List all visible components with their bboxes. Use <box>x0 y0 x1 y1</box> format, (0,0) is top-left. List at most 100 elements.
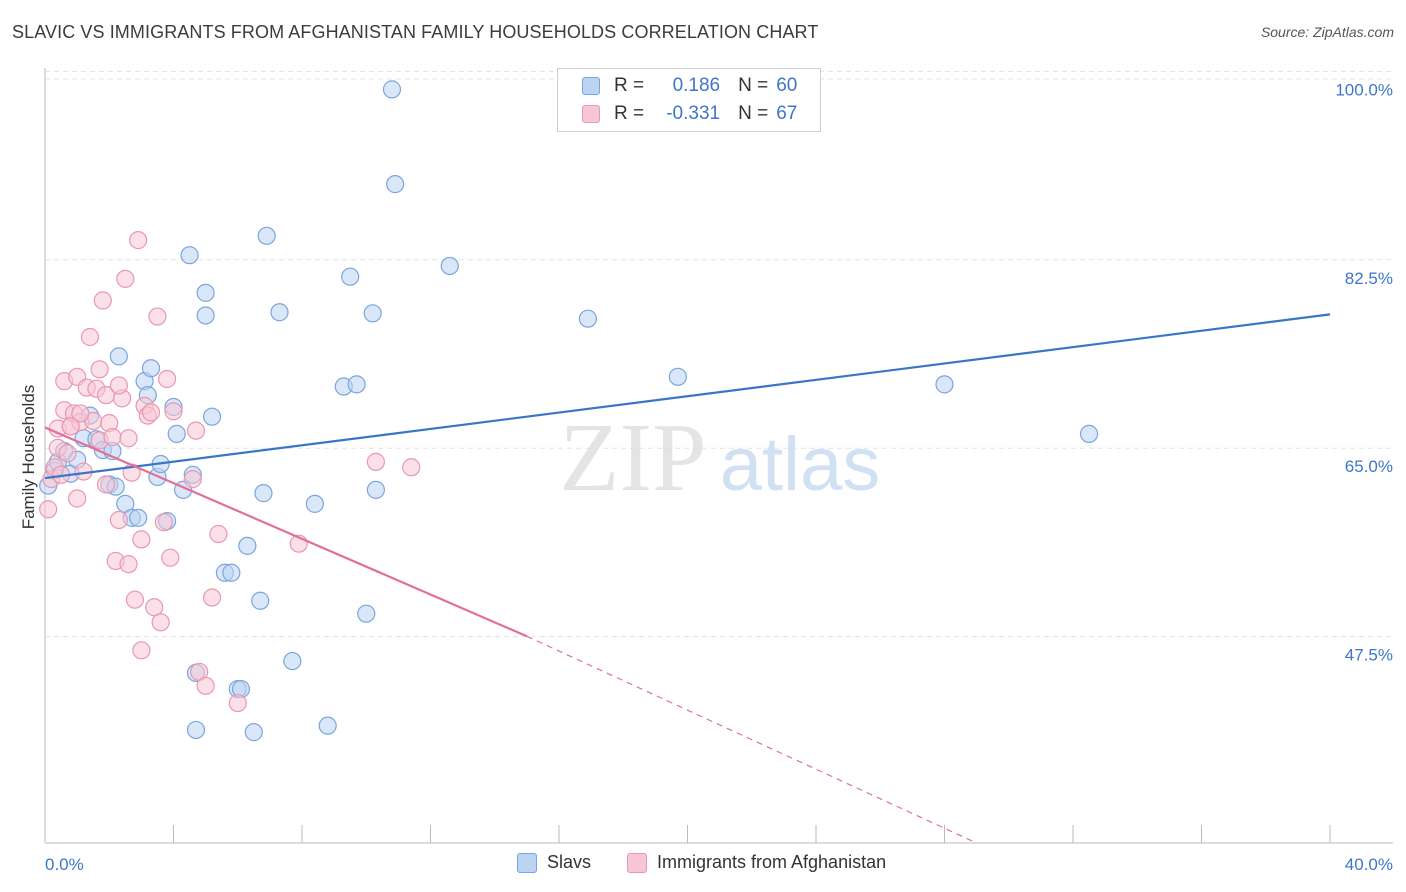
slavs-point <box>270 303 289 322</box>
axes <box>44 68 1393 844</box>
slavs-point <box>283 651 302 671</box>
slavs-point <box>578 309 598 328</box>
afghanistan-point <box>154 513 173 532</box>
legend-row-afghanistan: R = -0.331 N = 67 <box>582 103 797 125</box>
slavs-point <box>244 723 263 742</box>
slavs-point <box>180 246 199 265</box>
legend-r-value: -0.331 <box>666 103 721 124</box>
afghanistan-point <box>183 470 202 489</box>
afghanistan-point <box>202 588 222 607</box>
data-points <box>39 80 1099 742</box>
slavs-point <box>318 716 337 735</box>
chart-title: SLAVIC VS IMMIGRANTS FROM AFGHANISTAN FA… <box>12 22 819 42</box>
slavs-point <box>129 508 148 527</box>
bottom-legend-slavs: Slavs <box>517 852 591 873</box>
legend-n-value: 67 <box>776 103 798 124</box>
slavs-point <box>167 424 186 443</box>
afghanistan-point <box>109 376 128 395</box>
afghanistan-point <box>145 598 164 617</box>
afghanistan-point <box>68 489 87 508</box>
slavs-point <box>341 267 360 286</box>
y-tick-label: 100.0% <box>1335 80 1393 99</box>
slavs-point <box>141 359 161 378</box>
afghanistan-point <box>148 307 167 326</box>
legend-r-label: R = <box>614 75 645 96</box>
x-tick-label: 40.0% <box>1345 855 1393 874</box>
slavs-point <box>238 536 257 555</box>
y-axis-title: Family Households <box>19 385 38 530</box>
afghanistan-point <box>58 444 77 463</box>
x-tick-label: 0.0% <box>45 855 84 874</box>
afghanistan-point <box>141 403 161 422</box>
stats-legend: R = 0.186 N = 60 R = -0.331 N = 67 <box>557 68 821 132</box>
trend-lines <box>44 313 1331 844</box>
slavs-point <box>109 347 128 366</box>
afghanistan-point <box>103 428 122 447</box>
slavs-point <box>440 256 459 276</box>
legend-n-label: N = <box>738 75 769 96</box>
slavs-point <box>251 591 270 610</box>
slavs-point <box>363 304 382 323</box>
legend-row-slavs: R = 0.186 N = 60 <box>582 75 797 97</box>
slavs-point <box>186 720 206 740</box>
bottom-legend-swatch-blue <box>517 852 537 873</box>
afghanistan-point <box>125 590 145 609</box>
afghanistan-point <box>90 360 109 379</box>
slavs-point <box>935 375 954 394</box>
legend-n-label: N = <box>738 103 769 124</box>
afghanistan-point <box>196 676 215 695</box>
y-tick-label: 82.5% <box>1345 269 1393 288</box>
afghanistan-point <box>161 548 180 567</box>
afghanistan-point <box>119 429 138 448</box>
slavs-point <box>382 80 402 99</box>
afghanistan-point <box>157 369 177 389</box>
afghanistan-point <box>129 231 148 250</box>
slavs-point <box>386 175 405 194</box>
slavs-point <box>222 563 241 582</box>
slavs-point <box>357 604 376 623</box>
slavs-point <box>668 367 687 386</box>
bottom-legend-swatch-pink <box>627 852 647 873</box>
slavs-point <box>196 283 215 302</box>
y-tick-label: 65.0% <box>1345 457 1393 476</box>
afghanistan-point <box>109 510 128 530</box>
afghanistan-point <box>119 555 138 574</box>
slavs-point <box>305 494 324 513</box>
legend-r-label: R = <box>614 103 645 124</box>
afghanistan-point <box>366 452 385 471</box>
slavs-point <box>366 480 385 499</box>
afghanistan-point <box>96 475 116 494</box>
axis-labels: 47.5% 65.0% 82.5% 100.0% 0.0% 40.0% <box>45 80 1393 874</box>
afghanistan-trend-extension <box>526 635 977 844</box>
bottom-legend-label: Slavs <box>547 852 592 872</box>
bottom-legend-afghanistan: Immigrants from Afghanistan <box>627 852 886 873</box>
slavs-point <box>202 407 222 426</box>
afghanistan-point <box>228 693 247 713</box>
afghanistan-point <box>186 421 206 440</box>
afghanistan-point <box>116 269 135 288</box>
legend-swatch-pink <box>582 105 600 123</box>
y-tick-label: 47.5% <box>1345 646 1393 665</box>
source-label: Source: ZipAtlas.com <box>1260 24 1394 40</box>
legend-n-value: 60 <box>776 75 798 96</box>
afghanistan-point <box>71 404 90 423</box>
afghanistan-point <box>402 458 421 477</box>
afghanistan-trend-line <box>44 426 528 638</box>
slavs-point <box>257 226 276 245</box>
afghanistan-point <box>39 500 58 519</box>
afghanistan-point <box>132 530 151 549</box>
afghanistan-point <box>209 524 228 544</box>
slavs-point <box>347 375 366 394</box>
legend-swatch-blue <box>582 77 600 95</box>
slavs-trend-line <box>44 313 1331 480</box>
afghanistan-point <box>61 417 80 436</box>
afghanistan-point <box>80 327 100 347</box>
afghanistan-point <box>93 291 112 310</box>
bottom-legend-label: Immigrants from Afghanistan <box>657 852 887 872</box>
afghanistan-point <box>132 641 151 660</box>
watermark-atlas: atlas <box>720 422 881 507</box>
afghanistan-point <box>151 613 170 632</box>
legend-r-value: 0.186 <box>672 75 721 96</box>
watermark-zip: ZIP <box>560 404 707 512</box>
